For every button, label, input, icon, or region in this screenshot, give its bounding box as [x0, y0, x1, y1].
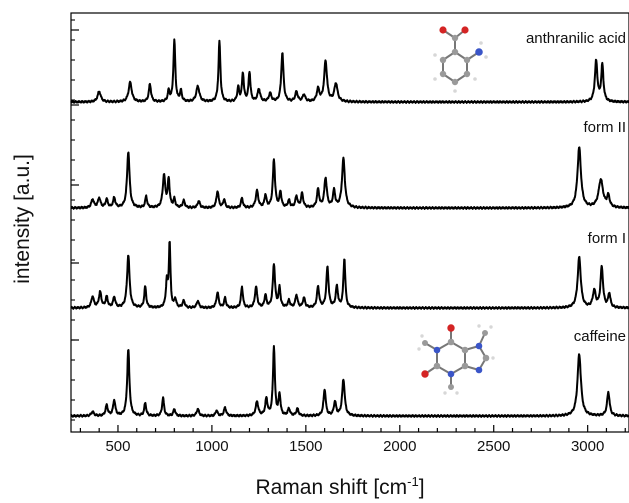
x-axis-title: Raman shift [cm-1]: [255, 474, 424, 499]
x-tick-label: 3000: [571, 438, 604, 455]
x-axis-title-superscript: -1: [407, 474, 419, 489]
plot-frame: [70, 12, 629, 433]
series-labels: anthranilic acid form II form I caffeine: [526, 30, 626, 345]
series-label-form-i: form I: [588, 230, 626, 247]
spectrum-form-ii: [70, 146, 629, 210]
y-ticks: [71, 19, 79, 421]
spectrum-anthranilic-acid: [70, 38, 629, 104]
series-label-form-ii: form II: [583, 119, 626, 136]
x-ticks: 500 1000 1500 2000 2500 3000: [79, 425, 626, 455]
spectrum-caffeine: [70, 345, 629, 418]
y-axis-title: intensity [a.u.]: [11, 154, 34, 284]
spectrum-form-i: [70, 240, 629, 310]
x-axis-title-close: ]: [419, 476, 425, 499]
spectra-traces: [70, 38, 629, 418]
series-label-caffeine: caffeine: [574, 328, 626, 345]
x-tick-label: 500: [105, 438, 130, 455]
caffeine-molecule-icon: [417, 324, 495, 395]
x-tick-label: 1500: [289, 438, 322, 455]
x-tick-label: 2500: [477, 438, 510, 455]
x-axis-title-main: Raman shift [cm: [255, 476, 407, 499]
anthranilic-acid-molecule-icon: [433, 26, 488, 93]
x-tick-label: 2000: [383, 438, 416, 455]
series-label-anthranilic-acid: anthranilic acid: [526, 30, 626, 47]
x-tick-label: 1000: [195, 438, 228, 455]
